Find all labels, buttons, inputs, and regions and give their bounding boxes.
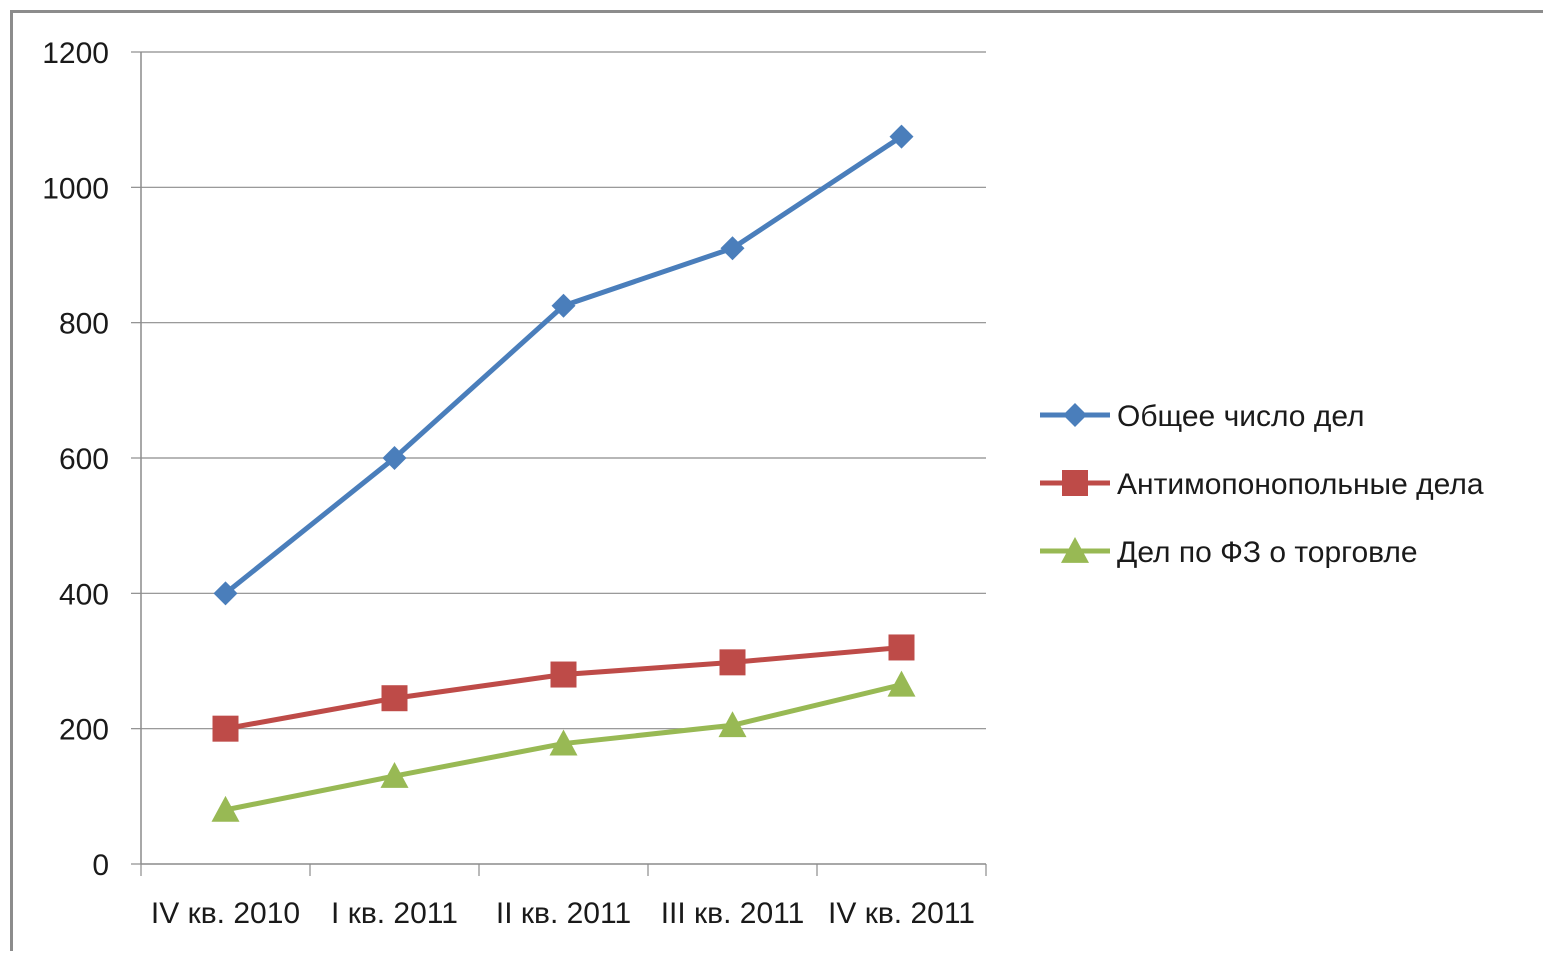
x-tick-label: II кв. 2011 — [496, 897, 631, 930]
data-point-marker — [889, 124, 914, 149]
series-3 — [211, 670, 916, 822]
y-tick-label: 200 — [59, 714, 109, 747]
data-point-marker — [720, 236, 745, 261]
legend-label: Дел по ФЗ о торговле — [1117, 536, 1418, 569]
y-tick-label: 1200 — [42, 37, 109, 70]
data-point-marker — [213, 581, 238, 606]
data-point-marker — [551, 293, 576, 318]
data-point-marker — [211, 795, 240, 822]
data-point-marker — [382, 446, 407, 470]
x-tick-label: IV кв. 2010 — [151, 897, 300, 930]
series-line — [223, 134, 903, 596]
data-point-marker — [549, 729, 578, 756]
data-point-marker — [212, 715, 239, 742]
x-tick-label: III кв. 2011 — [661, 897, 805, 930]
data-point-marker — [887, 670, 916, 697]
y-axis-tick-labels: 0 200 400 600 800 1000 1200 — [42, 37, 109, 882]
y-tick-label: 1000 — [42, 172, 109, 205]
legend-marker — [1063, 403, 1087, 427]
legend-marker — [1061, 537, 1089, 563]
legend-label: Антимопонопольные дела — [1117, 468, 1484, 501]
legend: Общее число дел Антимопонопольные дела Дел… — [1040, 400, 1484, 569]
series-2 — [212, 634, 915, 742]
y-tick-label: 400 — [59, 578, 109, 611]
legend-item: Дел по ФЗ о торговле — [1040, 536, 1418, 569]
legend-label: Общее число дел — [1117, 400, 1365, 433]
legend-item: Антимопонопольные дела — [1040, 468, 1484, 501]
legend-item: Общее число дел — [1040, 400, 1365, 433]
series-lines — [211, 124, 916, 822]
data-point-marker — [718, 711, 747, 738]
axes — [131, 51, 987, 876]
y-tick-label: 600 — [59, 443, 109, 476]
chart-frame — [10, 10, 1543, 951]
data-point-marker — [550, 661, 577, 688]
data-point-marker — [381, 685, 408, 712]
data-point-marker — [719, 649, 746, 676]
x-tick-label: IV кв. 2011 — [828, 897, 975, 930]
y-tick-label: 800 — [59, 308, 109, 341]
gridlines — [141, 51, 986, 730]
data-point-marker — [380, 762, 409, 788]
series-1 — [213, 124, 914, 606]
x-tick-label: I кв. 2011 — [331, 897, 458, 930]
data-point-marker — [888, 634, 915, 661]
legend-marker — [1062, 470, 1088, 496]
y-tick-label: 0 — [92, 849, 109, 882]
x-axis-tick-labels: IV кв. 2010 I кв. 2011 II кв. 2011 III кв. … — [151, 897, 975, 930]
series-line — [225, 644, 902, 732]
